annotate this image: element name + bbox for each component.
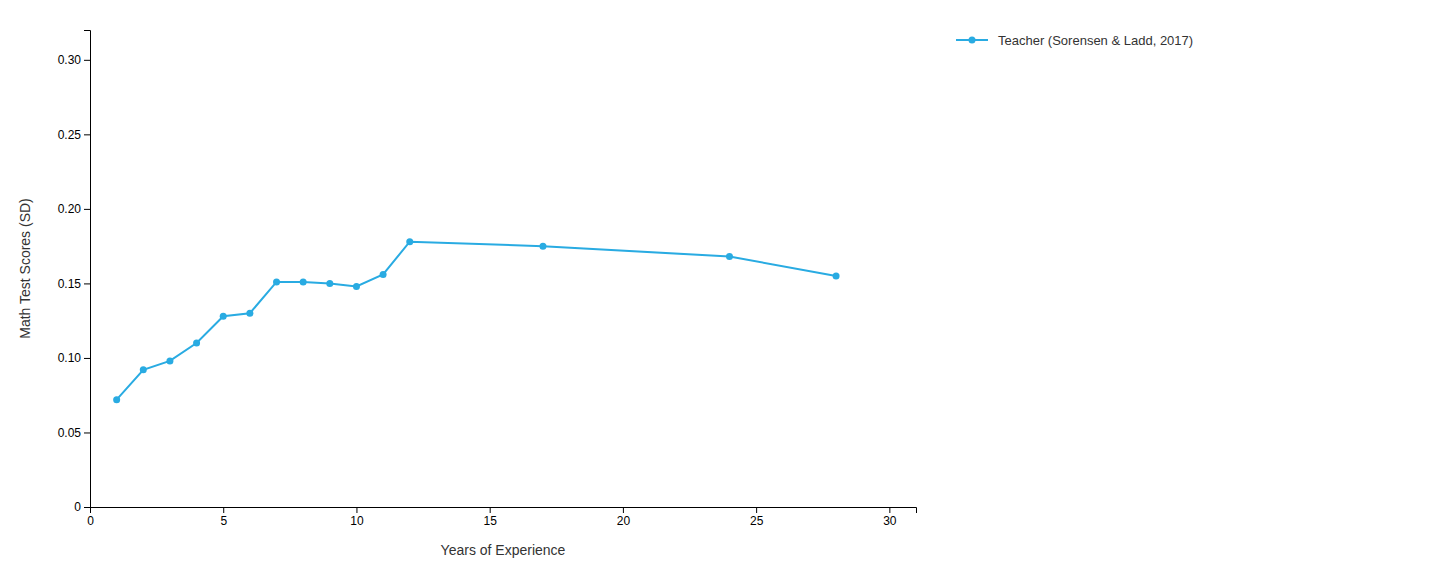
plot: 0 5 10 15 20 25 30 0 0.05 0.10 0.15 0.20 0.25 0.30 bbox=[58, 31, 917, 528]
tick-label: 0.15 bbox=[58, 277, 82, 291]
tick: 15 bbox=[483, 507, 497, 528]
tick: 0.05 bbox=[58, 426, 90, 440]
tick-mark bbox=[84, 507, 90, 508]
point bbox=[326, 280, 333, 287]
tick-label: 0.05 bbox=[58, 426, 82, 440]
tick: 25 bbox=[750, 507, 764, 528]
marks bbox=[113, 238, 839, 403]
legend-item: Teacher (Sorensen & Ladd, 2017) bbox=[956, 33, 1193, 48]
tick: 0.30 bbox=[58, 53, 90, 67]
tick-label: 0.20 bbox=[58, 202, 82, 216]
tick-label: 20 bbox=[617, 514, 631, 528]
tick-mark bbox=[223, 507, 224, 513]
point bbox=[726, 253, 733, 260]
tick-mark bbox=[84, 432, 90, 433]
point bbox=[193, 340, 200, 347]
tick-mark bbox=[84, 283, 90, 284]
tick-label: 5 bbox=[220, 514, 227, 528]
chart: 0 5 10 15 20 25 30 0 0.05 0.10 0.15 0.20 0.25 0.30 Yea… bbox=[0, 0, 1456, 577]
y-axis: 0 0.05 0.10 0.15 0.20 0.25 0.30 bbox=[58, 31, 91, 515]
tick-mark bbox=[84, 60, 90, 61]
tick: 20 bbox=[617, 507, 631, 528]
point bbox=[300, 278, 307, 285]
legend-marker bbox=[969, 37, 976, 44]
tick-label: 15 bbox=[483, 514, 497, 528]
tick-mark bbox=[356, 507, 357, 513]
tick-label: 0.30 bbox=[58, 53, 82, 67]
point bbox=[406, 238, 413, 245]
legend: Teacher (Sorensen & Ladd, 2017) bbox=[956, 33, 1193, 48]
tick-label: 0.10 bbox=[58, 351, 82, 365]
legend-label: Teacher (Sorensen & Ladd, 2017) bbox=[998, 33, 1193, 48]
point bbox=[833, 272, 840, 279]
tick: 30 bbox=[883, 507, 897, 528]
axis-line bbox=[91, 508, 917, 514]
tick: 0 bbox=[74, 500, 90, 514]
x-axis: 0 5 10 15 20 25 30 bbox=[87, 507, 916, 528]
tick: 10 bbox=[350, 507, 364, 528]
point bbox=[539, 243, 546, 250]
tick: 5 bbox=[220, 507, 227, 528]
tick-mark bbox=[623, 507, 624, 513]
tick-mark bbox=[84, 134, 90, 135]
axis-line bbox=[84, 31, 91, 508]
tick-mark bbox=[490, 507, 491, 513]
point bbox=[140, 366, 147, 373]
point bbox=[273, 278, 280, 285]
tick-label: 0 bbox=[87, 514, 94, 528]
point bbox=[220, 313, 227, 320]
tick-label: 10 bbox=[350, 514, 364, 528]
point bbox=[166, 357, 173, 364]
tick-mark bbox=[889, 507, 890, 513]
point bbox=[353, 283, 360, 290]
tick-label: 25 bbox=[750, 514, 764, 528]
tick: 0.15 bbox=[58, 277, 90, 291]
tick-mark bbox=[756, 507, 757, 513]
tick-label: 0 bbox=[74, 500, 81, 514]
point bbox=[380, 271, 387, 278]
tick: 0 bbox=[87, 507, 94, 528]
line bbox=[117, 242, 836, 400]
point bbox=[113, 396, 120, 403]
tick-label: 30 bbox=[883, 514, 897, 528]
tick: 0.20 bbox=[58, 202, 90, 216]
tick-label: 0.25 bbox=[58, 128, 82, 142]
x-axis-title: Years of Experience bbox=[441, 542, 566, 558]
point bbox=[246, 310, 253, 317]
tick: 0.25 bbox=[58, 128, 90, 142]
tick: 0.10 bbox=[58, 351, 90, 365]
tick-mark bbox=[84, 358, 90, 359]
y-axis-title: Math Test Scores (SD) bbox=[17, 198, 33, 339]
tick-mark bbox=[84, 209, 90, 210]
